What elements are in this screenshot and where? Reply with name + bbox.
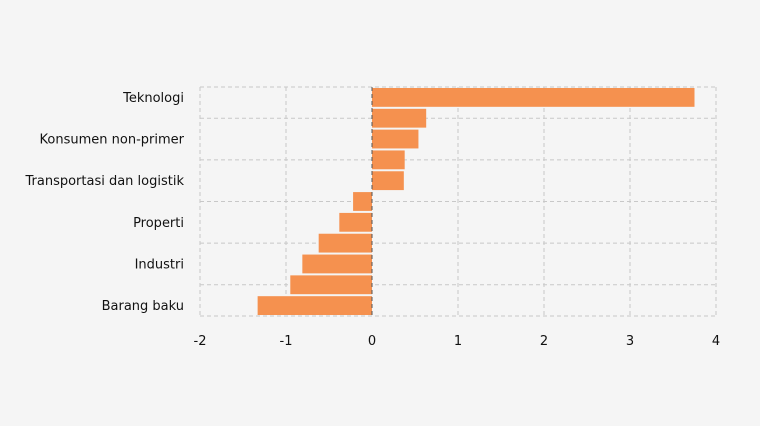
bar — [372, 150, 405, 170]
bar — [318, 233, 372, 253]
x-tick-label: 2 — [540, 334, 548, 349]
category-label: Barang baku — [102, 299, 184, 314]
category-label: Konsumen non-primer — [40, 133, 185, 148]
x-tick-label: -1 — [280, 334, 293, 349]
category-label: Industri — [135, 257, 184, 272]
x-tick-label: 3 — [626, 334, 634, 349]
tick-layer: -2 -1 0 1 2 3 4 — [194, 334, 721, 349]
bar — [372, 129, 419, 149]
x-tick-label: 4 — [712, 334, 720, 349]
label-layer: Teknologi Konsumen non-primer Transportasi… — [24, 91, 184, 314]
bar — [372, 108, 427, 128]
x-tick-label: 0 — [368, 334, 376, 349]
x-tick-label: 1 — [454, 334, 462, 349]
bar — [339, 212, 372, 232]
category-label: Transportasi dan logistik — [24, 174, 184, 189]
bar — [353, 192, 372, 211]
category-label: Properti — [133, 216, 184, 231]
x-tick-label: -2 — [194, 334, 207, 349]
bar-layer — [257, 87, 695, 316]
category-label: Teknologi — [122, 91, 184, 106]
bar — [290, 275, 372, 295]
bar — [372, 171, 404, 191]
grid-layer — [199, 86, 717, 317]
bar — [372, 88, 695, 107]
bar — [302, 254, 372, 274]
bar — [257, 296, 372, 315]
